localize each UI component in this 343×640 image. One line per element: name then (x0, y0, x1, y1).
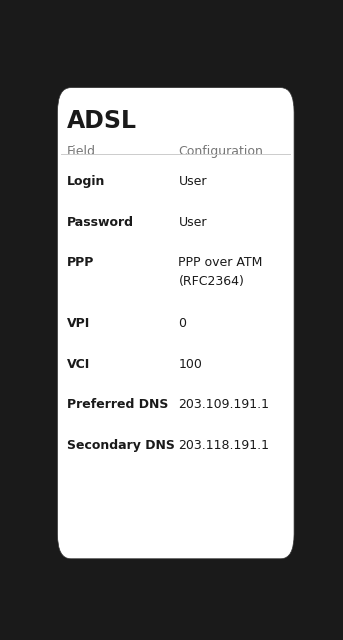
Text: PPP over ATM
(RFC2364): PPP over ATM (RFC2364) (178, 256, 263, 288)
Text: Preferred DNS: Preferred DNS (67, 398, 168, 411)
Text: Secondary DNS: Secondary DNS (67, 438, 175, 451)
FancyBboxPatch shape (58, 88, 294, 559)
Text: PPP: PPP (67, 256, 94, 269)
Text: 203.118.191.1: 203.118.191.1 (178, 438, 270, 451)
Text: VCI: VCI (67, 358, 90, 371)
Text: 100: 100 (178, 358, 202, 371)
Text: Login: Login (67, 175, 105, 188)
Text: User: User (178, 175, 207, 188)
Text: Configuration: Configuration (178, 145, 263, 158)
Text: VPI: VPI (67, 317, 90, 330)
Text: Field: Field (67, 145, 96, 158)
Text: 203.109.191.1: 203.109.191.1 (178, 398, 270, 411)
Text: ADSL: ADSL (67, 109, 137, 133)
Text: Password: Password (67, 216, 134, 228)
Text: User: User (178, 216, 207, 228)
Text: 0: 0 (178, 317, 187, 330)
